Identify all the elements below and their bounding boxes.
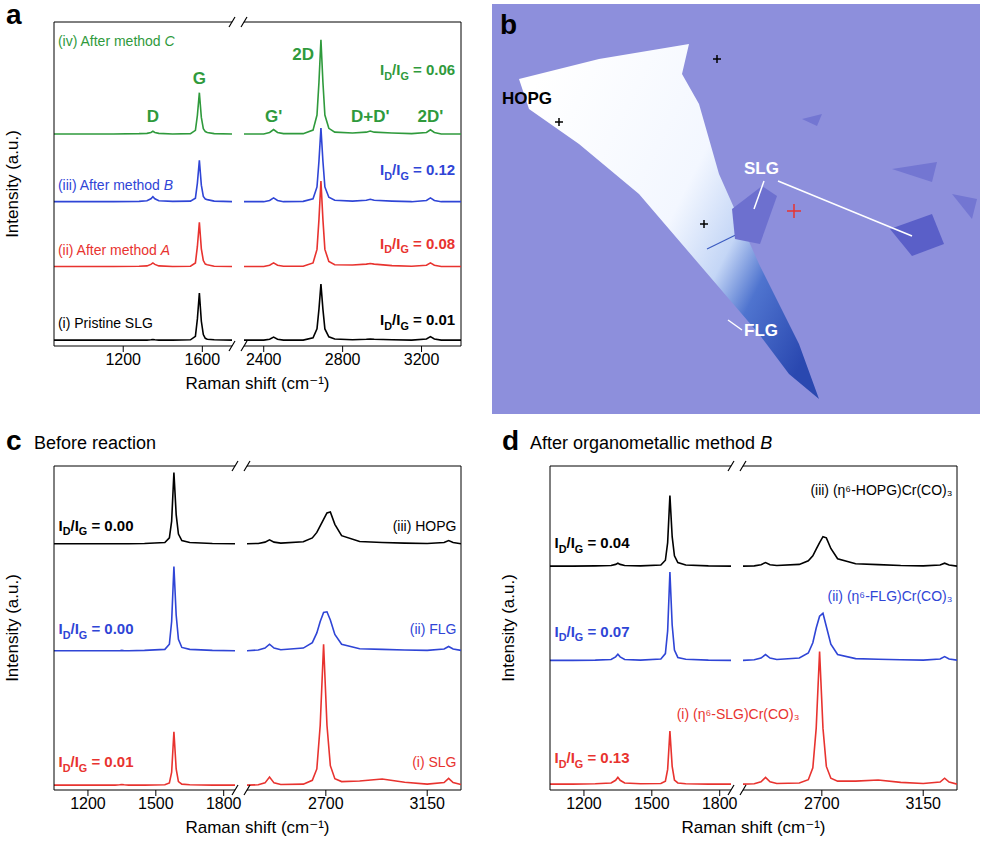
svg-text:D+D': D+D' <box>351 107 390 126</box>
svg-text:1200: 1200 <box>70 795 106 812</box>
svg-text:d: d <box>502 425 519 456</box>
svg-text:Raman shift (cm⁻¹): Raman shift (cm⁻¹) <box>681 818 825 837</box>
svg-text:(ii) After method A: (ii) After method A <box>58 242 170 258</box>
svg-text:Intensity (a.u.): Intensity (a.u.) <box>3 574 22 682</box>
svg-text:3200: 3200 <box>404 351 440 368</box>
svg-text:2700: 2700 <box>804 795 840 812</box>
svg-text:(iv) After method C: (iv) After method C <box>58 33 176 49</box>
svg-text:1500: 1500 <box>138 795 174 812</box>
svg-text:Intensity (a.u.): Intensity (a.u.) <box>3 130 22 238</box>
svg-text:(i) SLG: (i) SLG <box>412 754 456 770</box>
svg-text:ID/IG = 0.12: ID/IG = 0.12 <box>380 161 455 182</box>
svg-text:After organometallic method B: After organometallic method B <box>530 433 772 453</box>
svg-text:1500: 1500 <box>634 795 670 812</box>
svg-text:2700: 2700 <box>308 795 344 812</box>
svg-text:ID/IG = 0.00: ID/IG = 0.00 <box>59 517 134 538</box>
svg-text:SLG: SLG <box>744 159 779 178</box>
svg-text:(ii) (η⁶-FLG)Cr(CO)₃: (ii) (η⁶-FLG)Cr(CO)₃ <box>827 588 952 604</box>
svg-text:2800: 2800 <box>325 351 361 368</box>
svg-text:Before reaction: Before reaction <box>34 433 156 453</box>
svg-text:ID/IG = 0.04: ID/IG = 0.04 <box>555 534 631 555</box>
svg-text:2D': 2D' <box>418 107 444 126</box>
svg-text:1200: 1200 <box>566 795 602 812</box>
svg-text:ID/IG = 0.06: ID/IG = 0.06 <box>380 61 455 82</box>
svg-text:(i) (η⁶-SLG)Cr(CO)₃: (i) (η⁶-SLG)Cr(CO)₃ <box>677 706 800 722</box>
svg-text:G: G <box>193 69 206 88</box>
svg-text:1800: 1800 <box>702 795 738 812</box>
svg-text:ID/IG = 0.01: ID/IG = 0.01 <box>59 753 134 774</box>
svg-text:3150: 3150 <box>905 795 941 812</box>
svg-text:FLG: FLG <box>744 321 778 340</box>
svg-text:ID/IG = 0.01: ID/IG = 0.01 <box>380 311 455 332</box>
svg-text:(ii) FLG: (ii) FLG <box>410 621 457 637</box>
svg-text:D: D <box>147 107 159 126</box>
svg-text:1600: 1600 <box>185 351 221 368</box>
svg-text:HOPG: HOPG <box>502 89 552 108</box>
svg-text:(iii) After method B: (iii) After method B <box>58 177 173 193</box>
svg-text:(iii) (η⁶-HOPG)Cr(CO)₃: (iii) (η⁶-HOPG)Cr(CO)₃ <box>810 482 952 498</box>
svg-text:c: c <box>6 425 22 456</box>
svg-text:Raman shift (cm⁻¹): Raman shift (cm⁻¹) <box>185 818 329 837</box>
svg-text:G': G' <box>265 107 282 126</box>
svg-text:ID/IG = 0.13: ID/IG = 0.13 <box>555 749 630 770</box>
svg-text:1800: 1800 <box>206 795 242 812</box>
svg-text:a: a <box>6 0 22 30</box>
svg-text:ID/IG = 0.00: ID/IG = 0.00 <box>59 620 134 641</box>
svg-text:(i) Pristine SLG: (i) Pristine SLG <box>58 315 153 331</box>
svg-text:ID/IG = 0.07: ID/IG = 0.07 <box>555 623 630 644</box>
svg-text:(iii) HOPG: (iii) HOPG <box>393 518 457 534</box>
svg-text:Raman shift (cm⁻¹): Raman shift (cm⁻¹) <box>185 374 329 393</box>
svg-text:3150: 3150 <box>409 795 445 812</box>
svg-text:Intensity (a.u.): Intensity (a.u.) <box>499 574 518 682</box>
svg-text:2400: 2400 <box>246 351 282 368</box>
svg-text:2D: 2D <box>292 45 314 64</box>
svg-text:ID/IG = 0.08: ID/IG = 0.08 <box>380 235 455 256</box>
svg-text:1200: 1200 <box>105 351 141 368</box>
svg-text:b: b <box>500 9 517 40</box>
